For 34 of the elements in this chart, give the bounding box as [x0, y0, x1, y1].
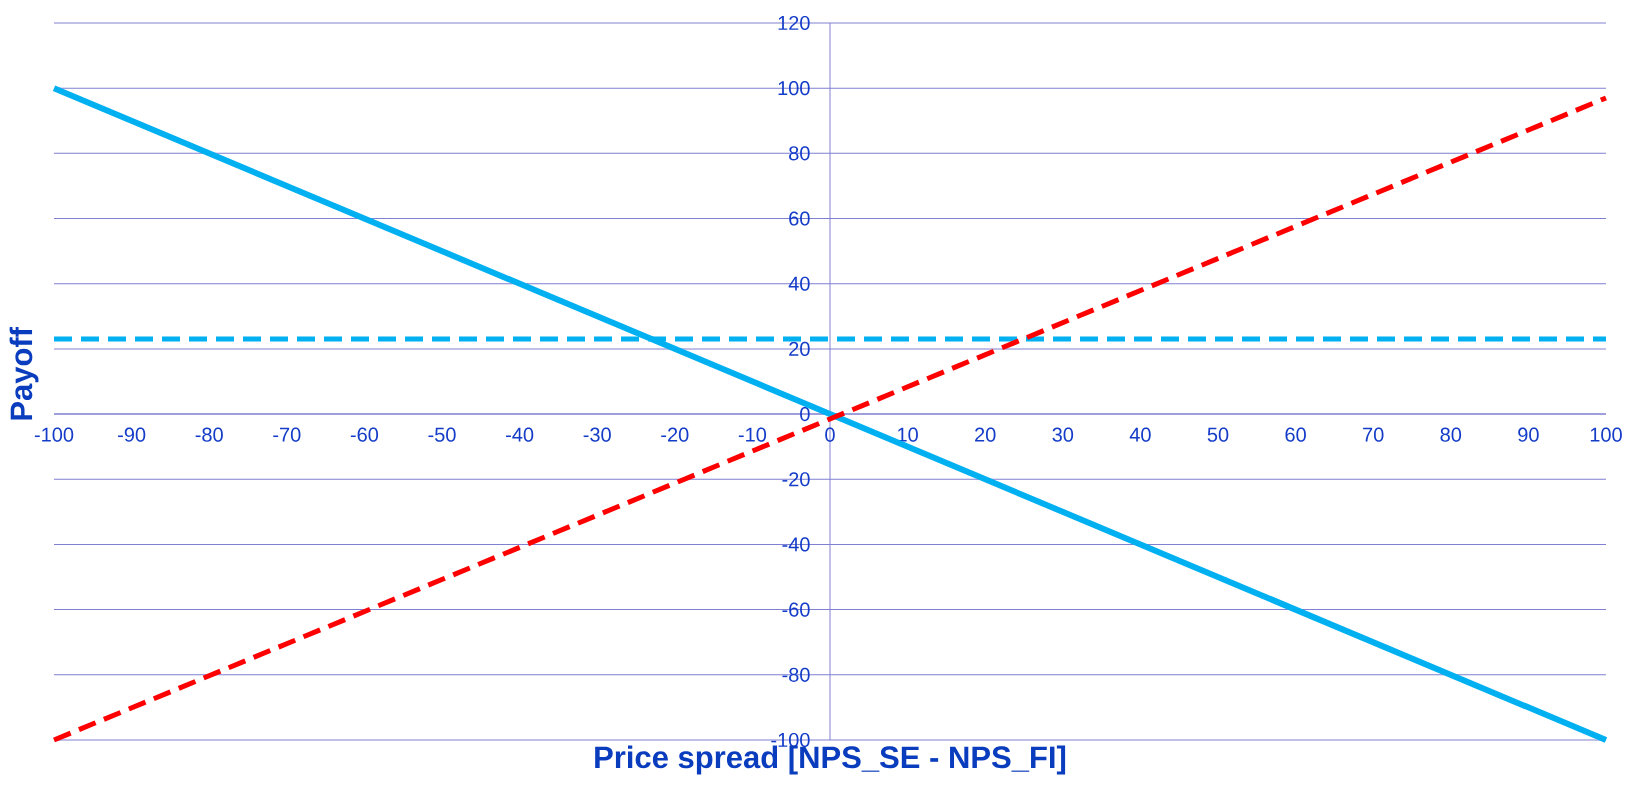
y-tick-label: 40 — [788, 276, 810, 291]
x-tick-label: -90 — [118, 427, 146, 442]
y-tick-label: -20 — [782, 472, 810, 487]
x-tick-label: 70 — [1363, 427, 1384, 442]
x-tick-label: 50 — [1207, 427, 1229, 442]
x-tick-label: -30 — [583, 427, 611, 442]
y-tick-label: 60 — [789, 211, 810, 226]
y-tick-label: 100 — [778, 81, 810, 96]
y-tick-label: -100 — [771, 732, 810, 748]
y-tick-label: -60 — [782, 602, 810, 617]
x-tick-label: -20 — [661, 427, 689, 442]
y-tick-label: -40 — [782, 537, 810, 552]
y-tick-label: 120 — [778, 15, 810, 31]
x-tick-label: 10 — [897, 427, 918, 442]
x-tick-label: 20 — [975, 427, 996, 442]
y-tick-label: 20 — [789, 341, 810, 356]
x-tick-label: 40 — [1129, 427, 1151, 442]
y-tick-label: -80 — [782, 667, 810, 682]
x-tick-label: 80 — [1440, 427, 1462, 442]
y-axis-title: Payoff — [9, 326, 39, 420]
x-tick-label: -60 — [350, 427, 379, 442]
x-tick-label: -70 — [273, 427, 301, 442]
x-tick-label: -50 — [428, 427, 456, 442]
x-tick-label: -10 — [738, 427, 767, 442]
y-tick-label: 0 — [800, 407, 810, 422]
x-tick-label: -40 — [506, 427, 534, 442]
x-tick-label: 90 — [1518, 427, 1539, 442]
x-tick-label: 0 — [825, 427, 835, 442]
x-tick-label: -80 — [195, 427, 223, 442]
x-tick-label: -100 — [34, 427, 74, 442]
y-tick-label: 80 — [789, 146, 810, 161]
x-tick-label: 30 — [1052, 427, 1074, 442]
x-tick-label: 60 — [1285, 427, 1306, 442]
x-tick-label: 100 — [1590, 427, 1622, 442]
